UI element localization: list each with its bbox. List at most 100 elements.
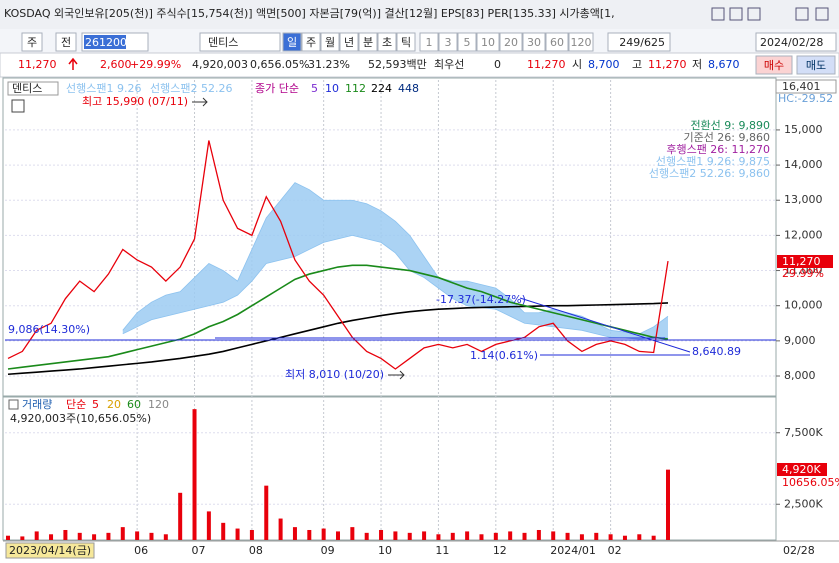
- top-value: 16,401: [782, 80, 821, 93]
- icon[interactable]: [747, 7, 761, 21]
- button-label: 주: [27, 36, 37, 49]
- button-bg[interactable]: [438, 32, 458, 52]
- button-bg[interactable]: [320, 32, 340, 52]
- volume-bar: [508, 531, 513, 540]
- button-label: 매도: [806, 59, 826, 72]
- series-line: [122, 234, 669, 340]
- volume-ma: 20: [107, 398, 121, 411]
- volume-bar: [379, 529, 384, 540]
- last-price: 11,270: [782, 255, 821, 268]
- icon[interactable]: [815, 7, 829, 21]
- info-bar: [0, 0, 839, 29]
- button-bg[interactable]: [377, 32, 397, 52]
- button-label: 5: [464, 36, 471, 49]
- y-tick-label: 12,000: [784, 228, 823, 241]
- button-bg[interactable]: [545, 32, 569, 52]
- volume-bar: [135, 531, 140, 540]
- top-value-box: [775, 79, 837, 94]
- volume-bar: [666, 469, 670, 540]
- volume-panel: [2, 396, 777, 541]
- button-label: 1: [426, 36, 433, 49]
- annotation: 최고 15,990 (07/11): [82, 95, 188, 108]
- ichimoku-label: 기준선 26: 9,860: [683, 131, 770, 144]
- volume-bar: [450, 532, 455, 540]
- volume-bar: [63, 529, 68, 540]
- series-line: [122, 182, 669, 335]
- volume-bar: [34, 531, 39, 540]
- legend-item: 10: [325, 82, 339, 95]
- button-label: 매수: [764, 59, 784, 72]
- volume-bar: [149, 532, 154, 540]
- volume-bar: [436, 534, 441, 540]
- stock-info: KOSDAQ 외국인보유[205(천)] 주식수[15,754(천)] 액면[5…: [4, 6, 615, 20]
- volume-bar: [49, 534, 54, 540]
- y-tick-label: 14,000: [784, 158, 823, 171]
- button-label: 30: [527, 36, 541, 49]
- name-input[interactable]: [199, 32, 281, 52]
- button-label: 10: [481, 36, 495, 49]
- volume-bar: [178, 492, 183, 540]
- volume-bar: [120, 527, 125, 540]
- volume-bar: [264, 485, 269, 540]
- x-tick-label: 10: [378, 544, 392, 557]
- x-tick-label: 11: [435, 544, 449, 557]
- volume-bar: [106, 532, 111, 540]
- legend-item: 덴티스: [12, 82, 42, 95]
- annotation: 1.14(0.61%): [470, 349, 538, 362]
- button-bg[interactable]: [301, 32, 321, 52]
- x-tick-label: 09: [321, 544, 335, 557]
- button-bg[interactable]: [457, 32, 477, 52]
- button-label: 3: [445, 36, 452, 49]
- volume-bar: [594, 532, 599, 540]
- x-tick-label: 02: [608, 544, 622, 557]
- volume-bar: [522, 532, 527, 540]
- volume-checkbox[interactable]: [8, 399, 19, 410]
- volume-ma: 5: [92, 398, 99, 411]
- button-bg[interactable]: [476, 32, 500, 52]
- icon[interactable]: [795, 7, 809, 21]
- quote-amount: 52,593백만: [368, 58, 427, 71]
- button-bg[interactable]: [358, 32, 378, 52]
- quote-price: 11,270: [18, 58, 57, 71]
- volume-ma-label: 단순: [66, 398, 86, 411]
- button-bg[interactable]: [396, 32, 416, 52]
- bar-count: 249/625: [619, 36, 665, 49]
- button-bg[interactable]: [522, 32, 546, 52]
- quote-turnover: 31.23%: [308, 58, 350, 71]
- icon[interactable]: [711, 7, 725, 21]
- button-bg[interactable]: [796, 55, 836, 75]
- icon[interactable]: [729, 7, 743, 21]
- volume-bar: [20, 536, 25, 540]
- up-arrow: [68, 57, 78, 70]
- volume-bar: [321, 528, 326, 540]
- y-tick-label: 9,000: [784, 334, 816, 347]
- button-bg[interactable]: [499, 32, 523, 52]
- legend-item: 224: [371, 82, 392, 95]
- button-bg[interactable]: [755, 55, 793, 75]
- annotation-arrows: [192, 97, 405, 380]
- button-label: 년: [344, 36, 354, 49]
- quote-best: 0: [494, 58, 501, 71]
- volume-bar: [249, 529, 254, 540]
- volume-bar: [479, 534, 484, 540]
- volume-bar: [336, 531, 340, 540]
- button-bg[interactable]: [419, 32, 439, 52]
- button-label: 월: [325, 36, 335, 49]
- volume-last: 4,920K: [782, 463, 821, 476]
- button-bg[interactable]: [21, 32, 43, 52]
- date-box[interactable]: [755, 32, 837, 52]
- legend-item: 5: [311, 82, 318, 95]
- button-bg[interactable]: [55, 32, 77, 52]
- button-bg[interactable]: [568, 32, 594, 52]
- button-label: 120: [571, 36, 592, 49]
- x-tick-label: 08: [249, 544, 263, 557]
- series-line: [7, 140, 669, 370]
- button-label: 분: [363, 36, 373, 49]
- y-tick-label: 8,000: [784, 369, 816, 382]
- volume-bar: [465, 531, 470, 540]
- volume-title: 거래량: [22, 398, 52, 411]
- button-bg[interactable]: [339, 32, 359, 52]
- button-bg[interactable]: [282, 32, 302, 52]
- volume-bar: [292, 527, 297, 540]
